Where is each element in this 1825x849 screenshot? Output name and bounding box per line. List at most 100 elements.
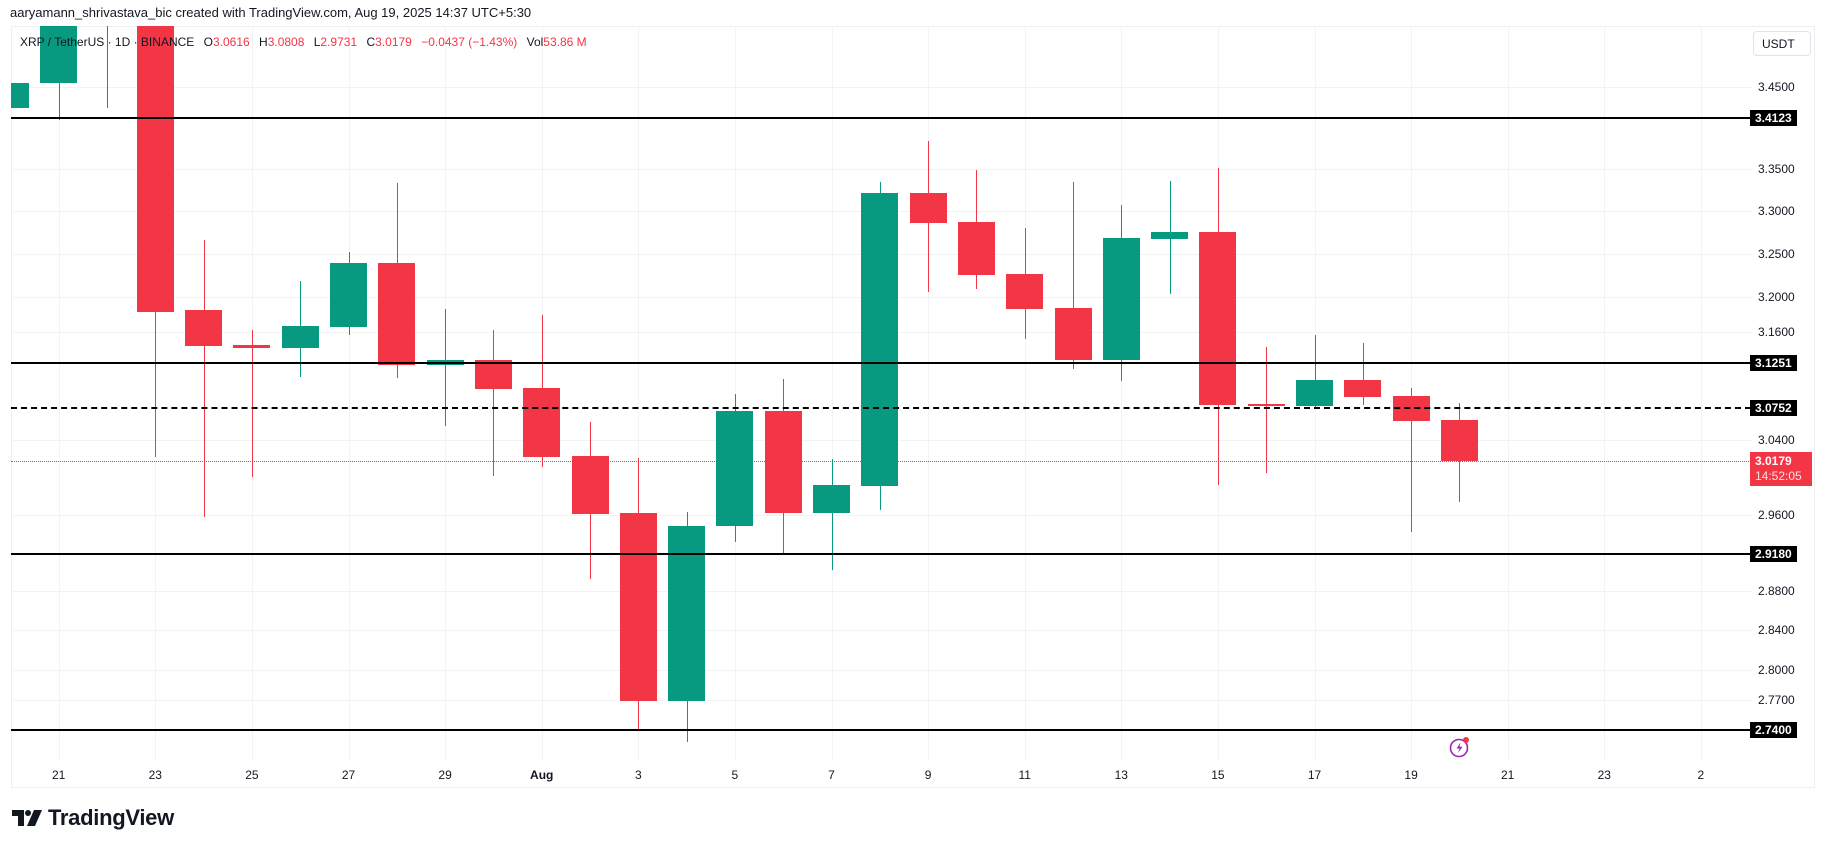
level-price-tag: 3.0752 (1750, 400, 1797, 417)
candle-body[interactable] (475, 359, 512, 390)
grid-line-vertical (348, 26, 350, 761)
price-plot-area[interactable] (11, 26, 1751, 761)
grid-line-horizontal (11, 669, 1751, 671)
candle-body[interactable] (1344, 380, 1381, 398)
time-axis-label: 23 (1597, 768, 1611, 782)
volume-label: Vol (526, 35, 544, 49)
price-axis-tick: 2.8800 (1758, 584, 1795, 599)
grid-line-horizontal (11, 514, 1751, 516)
last-price-tag: 3.0179 14:52:05 (1750, 452, 1812, 486)
time-axis-label: 23 (148, 768, 162, 782)
time-axis-label: 13 (1114, 768, 1128, 782)
last-price-value: 3.0179 (1755, 454, 1792, 468)
candle-body[interactable] (1006, 273, 1043, 310)
grid-line-vertical (1121, 26, 1123, 761)
time-axis-label: 25 (245, 768, 259, 782)
tradingview-wordmark: TradingView (48, 805, 174, 830)
candle-body[interactable] (282, 325, 319, 349)
bar-countdown: 14:52:05 (1755, 469, 1802, 483)
grid-line-vertical (831, 26, 833, 761)
time-axis-label: Aug (530, 768, 554, 782)
price-axis-tick: 3.3500 (1758, 162, 1795, 177)
horizontal-level-line[interactable] (11, 362, 1751, 365)
candle-body[interactable] (668, 525, 705, 701)
horizontal-level-line[interactable] (11, 729, 1751, 732)
time-axis-label: 29 (438, 768, 452, 782)
price-axis-tick: 3.3000 (1758, 204, 1795, 219)
candle-body[interactable] (1296, 380, 1333, 406)
price-axis-tick: 2.8000 (1758, 662, 1795, 677)
level-price-tag: 2.7400 (1750, 722, 1797, 739)
grid-line-horizontal (11, 630, 1751, 632)
grid-line-vertical (1604, 26, 1606, 761)
grid-line-horizontal (11, 87, 1751, 89)
candle-body[interactable] (330, 263, 367, 327)
time-axis-label: 2 (1697, 768, 1705, 782)
candle-body[interactable] (137, 26, 174, 312)
candle-wick (445, 309, 446, 427)
open-label: O (203, 35, 213, 49)
horizontal-level-line[interactable] (11, 553, 1751, 556)
candle-body[interactable] (1055, 308, 1092, 360)
horizontal-level-line[interactable] (11, 407, 1751, 410)
candle-body[interactable] (910, 193, 947, 223)
candle-body[interactable] (620, 512, 657, 701)
currency-button[interactable]: USDT (1753, 31, 1811, 56)
candle-body[interactable] (861, 193, 898, 486)
grid-line-horizontal (11, 169, 1751, 171)
candle-body[interactable] (523, 388, 560, 457)
alert-lightning-icon[interactable] (1449, 736, 1471, 758)
horizontal-level-line[interactable] (11, 116, 1751, 119)
low-value: 2.9731 (320, 35, 358, 49)
grid-line-vertical (734, 26, 736, 761)
candle-body[interactable] (1441, 420, 1478, 461)
grid-line-horizontal (11, 699, 1751, 701)
chart-pane[interactable] (11, 26, 1815, 788)
price-axis-tick: 3.1600 (1758, 325, 1795, 340)
grid-line-vertical (1024, 26, 1026, 761)
candle-body[interactable] (1103, 238, 1140, 360)
price-axis-tick: 2.8400 (1758, 623, 1795, 638)
time-axis-label: 9 (924, 768, 932, 782)
candle-wick (1073, 181, 1074, 369)
candle-body[interactable] (378, 263, 415, 365)
candle-body[interactable] (765, 410, 802, 513)
candle-body[interactable] (1248, 403, 1285, 406)
candle-wick (1411, 388, 1412, 532)
price-axis-tick: 3.2000 (1758, 290, 1795, 305)
candle-wick (493, 330, 494, 477)
price-axis-tick: 2.7700 (1758, 692, 1795, 707)
close-label: C (366, 35, 376, 49)
open-value: 3.0616 (212, 35, 250, 49)
symbol-legend: XRP / TetherUS · 1D · BINANCE O3.0616 H3… (20, 35, 587, 49)
time-axis-label: 7 (828, 768, 835, 782)
tradingview-logo[interactable]: TradingView (12, 805, 174, 831)
candle-body[interactable] (1151, 232, 1188, 240)
grid-line-vertical (1507, 26, 1509, 761)
candle-body[interactable] (40, 26, 77, 84)
high-label: H (259, 35, 268, 49)
grid-line-vertical (1700, 26, 1702, 761)
candle-body[interactable] (716, 410, 753, 526)
candle-body[interactable] (813, 484, 850, 513)
candle-wick (107, 26, 108, 109)
grid-line-vertical (638, 26, 640, 761)
time-axis-label: 21 (1501, 768, 1515, 782)
candle-body[interactable] (11, 83, 29, 109)
price-axis-tick: 3.0400 (1758, 433, 1795, 448)
candle-body[interactable] (572, 455, 609, 514)
candle-body[interactable] (1199, 232, 1236, 405)
time-axis-label: 17 (1307, 768, 1322, 782)
candle-body[interactable] (958, 222, 995, 276)
candle-body[interactable] (185, 310, 222, 347)
candle-body[interactable] (233, 344, 270, 349)
change-value: −0.0437 (−1.43%) (421, 35, 518, 49)
candle-wick (204, 240, 205, 518)
symbol-title[interactable]: XRP / TetherUS · 1D · BINANCE (20, 35, 195, 49)
candle-wick (252, 330, 253, 478)
level-price-tag: 3.4123 (1750, 109, 1797, 126)
price-axis-tick: 2.9600 (1758, 507, 1795, 522)
time-axis-label: 3 (634, 768, 642, 782)
grid-line-vertical (58, 26, 60, 761)
level-price-tag: 3.1251 (1750, 355, 1797, 372)
